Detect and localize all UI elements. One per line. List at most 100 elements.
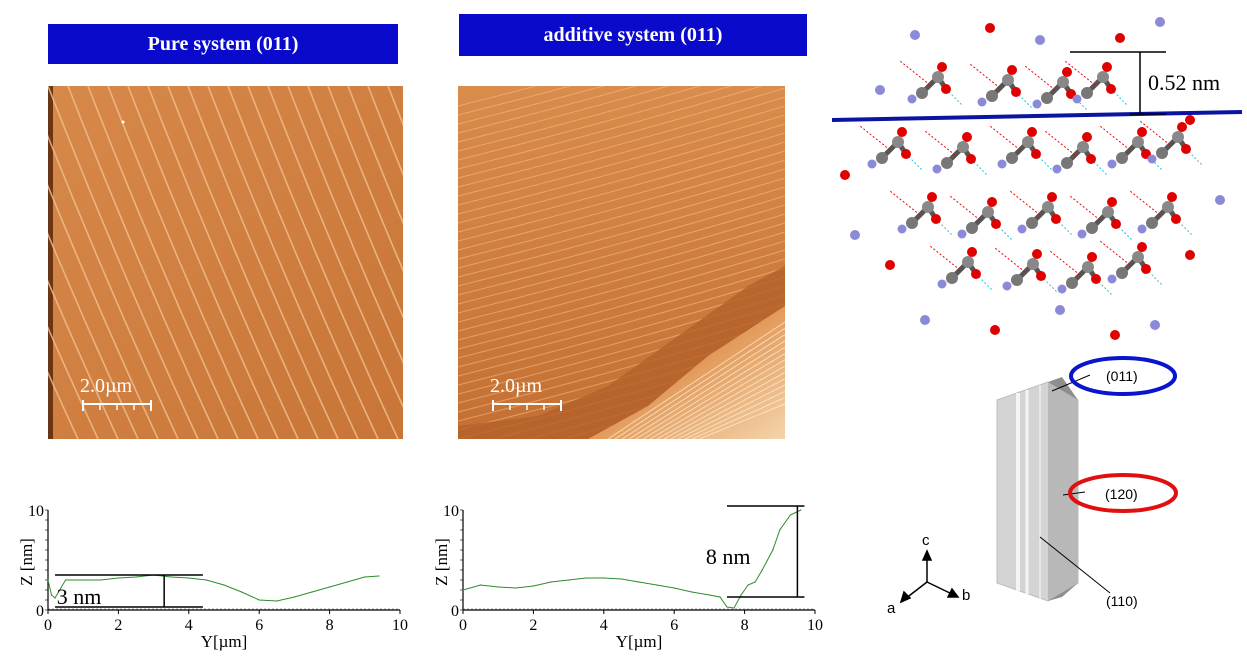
- x-tick-label: 6: [670, 617, 678, 634]
- data-point: [638, 581, 640, 583]
- data-point: [50, 594, 53, 596]
- carbon-atom: [1162, 201, 1174, 213]
- hydrogen-bond: [929, 245, 961, 271]
- carbon-atom: [1146, 217, 1158, 229]
- data-point: [673, 587, 675, 589]
- data-point: [691, 591, 693, 593]
- nitrogen-atom: [1035, 35, 1045, 45]
- hydrogen-bond: [1069, 195, 1101, 221]
- data-point: [276, 600, 278, 602]
- face-011-label: (011): [1106, 368, 1138, 384]
- nitrogen-atom: [1032, 99, 1042, 109]
- nitrogen-atom: [867, 159, 877, 169]
- y-tick-label: 0: [36, 603, 44, 620]
- hydrogen-bond: [1024, 65, 1056, 91]
- data-point: [656, 584, 658, 586]
- crystal-morphology-diagram: (011) (120) (110) c a b: [880, 355, 1247, 654]
- nitrogen-atom: [1072, 94, 1082, 104]
- hydrogen-bond: [1049, 250, 1081, 276]
- data-point: [603, 577, 605, 579]
- step-height-marker: [1070, 51, 1166, 115]
- axis-b-label: b: [962, 587, 970, 604]
- height-annotation: 8 nm: [706, 544, 751, 569]
- carbon-atom: [1041, 92, 1053, 104]
- data-point: [480, 584, 482, 586]
- carbon-atom: [1086, 222, 1098, 234]
- oxygen-atom: [985, 23, 995, 33]
- carbon-atom: [1081, 87, 1093, 99]
- oxygen-atom: [1137, 127, 1147, 137]
- hydrogen-bond: [1139, 120, 1171, 146]
- carbon-atom: [962, 256, 974, 268]
- data-point: [779, 529, 781, 531]
- oxygen-atom: [1036, 271, 1046, 281]
- carbon-atom: [941, 157, 953, 169]
- carbon-atom: [1057, 76, 1069, 88]
- data-point: [754, 581, 756, 583]
- oxygen-atom: [966, 154, 976, 164]
- pure-afm-image: [48, 86, 403, 439]
- oxygen-atom: [987, 197, 997, 207]
- data-point: [532, 585, 534, 587]
- carbon-atom: [1027, 258, 1039, 270]
- data-point: [550, 581, 552, 583]
- carbon-atom: [1116, 152, 1128, 164]
- data-point: [170, 576, 172, 578]
- data-point: [258, 599, 260, 601]
- face-120-ellipse: [1068, 473, 1178, 513]
- nitrogen-atom: [1147, 154, 1157, 164]
- oxygen-atom: [1177, 122, 1187, 132]
- x-tick-label: 10: [807, 617, 823, 634]
- oxygen-atom: [1110, 330, 1120, 340]
- oxygen-atom: [1181, 144, 1191, 154]
- step-height-label: 0.52 nm: [1148, 70, 1220, 95]
- crystal-axes: [899, 549, 960, 604]
- oxygen-atom: [897, 127, 907, 137]
- carbon-atom: [1097, 71, 1109, 83]
- data-point: [223, 584, 225, 586]
- carbon-atom: [916, 87, 928, 99]
- hydrogen-bond: [859, 125, 891, 151]
- nitrogen-atom: [1137, 224, 1147, 234]
- profile-line: [47, 574, 379, 602]
- oxygen-atom: [1106, 84, 1116, 94]
- data-point: [726, 606, 728, 608]
- nitrogen-atom: [1052, 164, 1062, 174]
- carbon-atom: [1172, 131, 1184, 143]
- data-point: [188, 577, 190, 579]
- hydrogen-bond: [1009, 190, 1041, 216]
- data-point: [733, 607, 735, 609]
- data-point: [346, 581, 348, 583]
- oxygen-atom: [971, 269, 981, 279]
- y-tick-label: 10: [443, 503, 459, 520]
- carbon-atom: [1077, 141, 1089, 153]
- carbon-atom: [922, 201, 934, 213]
- data-point: [708, 594, 710, 596]
- data-point: [241, 591, 243, 593]
- carbon-atom: [1066, 277, 1078, 289]
- oxygen-atom: [1032, 249, 1042, 259]
- hydrogen-bond: [1099, 240, 1131, 266]
- data-point: [293, 596, 295, 598]
- carbon-atom: [1011, 274, 1023, 286]
- oxygen-atom: [1167, 192, 1177, 202]
- carbon-atom: [932, 71, 944, 83]
- nitrogen-atom: [1002, 281, 1012, 291]
- oxygen-atom: [1007, 65, 1017, 75]
- pure-title-banner: Pure system (011): [48, 24, 398, 64]
- hydrogen-bond: [1129, 190, 1161, 216]
- oxygen-atom: [1011, 87, 1021, 97]
- oxygen-atom: [962, 132, 972, 142]
- data-point: [800, 509, 802, 511]
- carbon-atom: [1132, 136, 1144, 148]
- oxygen-atom: [901, 149, 911, 159]
- oxygen-atom: [1137, 242, 1147, 252]
- nitrogen-atom: [1107, 159, 1117, 169]
- carbon-atom: [986, 90, 998, 102]
- hydrogen-bond: [994, 247, 1026, 273]
- data-point: [82, 579, 84, 581]
- x-tick-label: 0: [459, 617, 467, 634]
- oxygen-atom: [1031, 149, 1041, 159]
- hydrogen-bond: [889, 190, 921, 216]
- carbon-atom: [906, 217, 918, 229]
